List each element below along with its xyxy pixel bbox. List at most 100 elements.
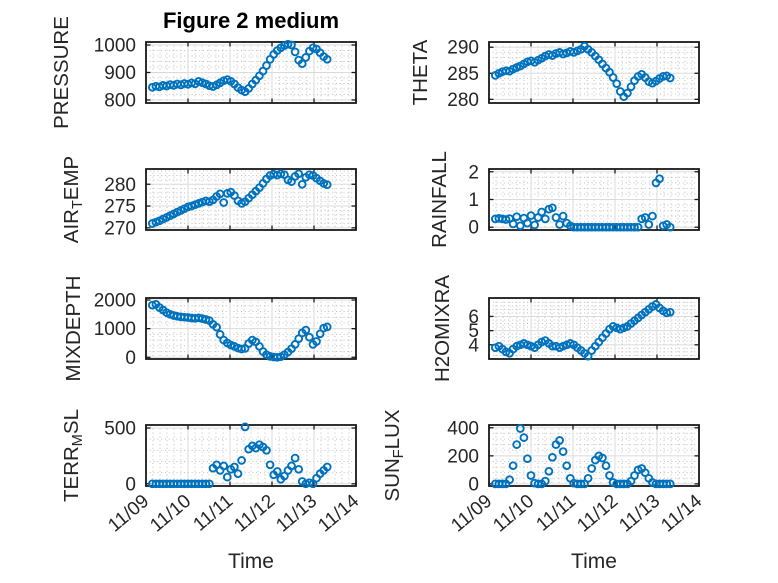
data-point-marker <box>233 469 243 479</box>
data-point-marker <box>540 214 550 224</box>
data-point-marker <box>601 461 611 471</box>
y-tick-labels: 0 200 400 <box>447 418 479 495</box>
data-point-marker <box>262 445 271 455</box>
data-point-marker <box>665 73 675 83</box>
y-tick-label: 0 <box>468 218 479 239</box>
data-point-marker <box>583 473 593 483</box>
y-axis-label: TERRMSL <box>60 409 86 502</box>
scatter-series <box>490 300 675 361</box>
data-point-marker <box>301 53 311 62</box>
data-point-marker <box>558 211 568 221</box>
y-tick-label: 200 <box>447 446 479 467</box>
x-tick-label: 11/11 <box>532 491 580 536</box>
data-point-marker <box>523 454 532 464</box>
data-point-marker <box>515 221 525 231</box>
data-point-marker <box>530 220 539 230</box>
data-point-marker <box>512 440 522 449</box>
y-tick-label: 0 <box>125 474 136 495</box>
data-point-marker <box>201 479 211 489</box>
data-point-marker <box>548 203 557 213</box>
x-tick-label: 11/12 <box>230 491 279 537</box>
data-point-marker <box>262 61 271 70</box>
data-point-marker <box>533 479 543 489</box>
tick-marks <box>145 298 357 359</box>
y-tick-label: 2000 <box>94 291 136 312</box>
y-tick-labels: 0 500 <box>104 419 136 496</box>
y-tick-label: 6 <box>468 307 479 328</box>
data-point-marker <box>305 332 314 342</box>
data-point-marker <box>265 460 275 470</box>
scatter-series <box>147 169 332 228</box>
y-tick-label: 270 <box>104 218 136 239</box>
data-point-marker <box>498 479 507 489</box>
data-point-marker <box>644 220 654 229</box>
y-tick-label: 900 <box>104 63 136 84</box>
data-point-marker <box>665 222 675 232</box>
x-tick-label: 11/13 <box>615 491 664 537</box>
y-tick-label: 275 <box>104 197 136 218</box>
y-tick-label: 400 <box>447 418 479 439</box>
data-point-marker <box>237 456 246 465</box>
y-tick-labels: 456 <box>468 307 479 356</box>
y-axis-label: PRESSURE <box>50 16 73 129</box>
x-axis-label-left: Time <box>228 550 274 573</box>
y-tick-label: 500 <box>104 419 136 440</box>
x-tick-label: 11/10 <box>146 491 195 537</box>
y-tick-label: 280 <box>104 175 136 196</box>
scatter-series <box>490 41 675 102</box>
data-point-marker <box>294 169 304 179</box>
data-point-marker <box>147 300 157 310</box>
x-tick-label: 11/13 <box>272 491 321 537</box>
x-axis-label-right: Time <box>571 550 617 573</box>
x-tick-label: 11/14 <box>314 490 363 536</box>
y-tick-label: 2 <box>468 162 479 183</box>
subplot-pressure: 800 900 1000 PRESSURE <box>50 16 357 129</box>
x-tick-label: 11/10 <box>489 491 538 537</box>
y-tick-label: 290 <box>447 38 479 59</box>
data-point-marker <box>312 337 321 346</box>
data-point-marker <box>272 352 282 362</box>
data-point-marker <box>598 453 607 463</box>
y-tick-label: 800 <box>104 90 136 111</box>
data-point-marker <box>619 479 629 489</box>
data-point-marker <box>219 461 229 471</box>
y-tick-labels: 280 285 290 <box>447 38 479 111</box>
y-axis-label: RAINFALL <box>428 151 451 248</box>
y-tick-label: 0 <box>125 348 136 369</box>
data-point-marker <box>526 471 536 480</box>
data-point-marker <box>519 433 529 442</box>
data-point-marker <box>287 461 296 471</box>
y-tick-label: 1000 <box>94 36 136 57</box>
axes-box <box>145 168 357 231</box>
y-axis-label: AIRTEMP <box>60 156 86 243</box>
data-point-marker <box>548 452 557 462</box>
data-point-marker <box>290 47 300 57</box>
data-point-marker <box>294 464 304 474</box>
data-point-marker <box>662 308 672 318</box>
data-point-marker <box>655 174 664 184</box>
scatter-series <box>147 39 332 97</box>
subplot-h2omixra: 456 H2OMIXRA <box>431 275 700 382</box>
x-tick-label: 11/12 <box>573 491 622 537</box>
data-point-marker <box>623 88 632 98</box>
data-point-marker <box>322 180 332 190</box>
data-point-marker <box>283 39 293 49</box>
data-point-marker <box>612 79 622 89</box>
tick-marks <box>145 169 357 230</box>
y-tick-label: 0 <box>468 474 479 495</box>
y-tick-label: 1 <box>468 190 479 211</box>
subplot-mixdepth: 0 1000 2000 MIXDEPTH <box>62 276 357 381</box>
data-point-marker <box>230 462 239 472</box>
figure-title: Figure 2 medium <box>162 8 340 33</box>
data-point-marker <box>633 222 643 232</box>
data-point-marker <box>587 464 597 473</box>
data-point-marker <box>322 462 332 472</box>
x-tick-label: 11/09 <box>104 491 153 537</box>
data-point-marker <box>505 475 514 485</box>
data-point-marker <box>540 476 550 486</box>
data-point-marker <box>297 59 307 69</box>
x-tick-label: 11/09 <box>447 491 496 537</box>
